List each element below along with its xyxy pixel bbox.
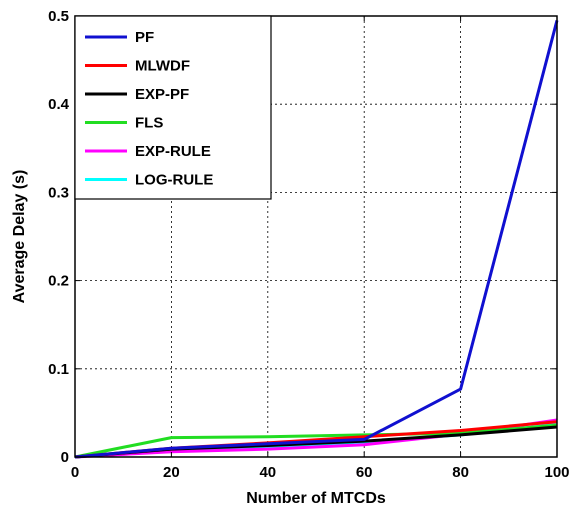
x-tick-label: 80 — [452, 464, 469, 481]
ticks: 0 20 40 60 80 100 0 0.1 0.2 0.3 0.4 0.5 — [48, 8, 569, 481]
legend-label-log-rule: LOG-RULE — [135, 172, 213, 189]
x-tick-label: 60 — [356, 464, 373, 481]
series-line-pf — [74, 20, 559, 459]
legend-label-exp-rule: EXP-RULE — [135, 143, 211, 160]
legend-label-pf: PF — [135, 29, 154, 46]
legend-box — [74, 15, 272, 200]
legend-label-mlwdf: MLWDF — [135, 58, 190, 75]
legend: PF MLWDF EXP-PF FLS EXP-RULE LOG-RULE — [74, 15, 272, 200]
series-line-fls — [74, 423, 558, 459]
x-axis-label: Number of MTCDs — [246, 490, 386, 507]
y-tick-label: 0.5 — [48, 8, 69, 25]
x-tick-label: 100 — [544, 464, 569, 481]
y-tick-label: 0.2 — [48, 273, 69, 290]
x-tick-label: 0 — [71, 464, 79, 481]
y-tick-label: 0.3 — [48, 184, 69, 201]
plot-frame — [74, 15, 558, 458]
series-lines — [74, 20, 559, 459]
x-tick-label: 20 — [163, 464, 180, 481]
x-tick-label: 40 — [259, 464, 276, 481]
y-tick-label: 0.1 — [48, 361, 69, 378]
y-tick-label: 0 — [61, 449, 69, 466]
y-tick-label: 0.4 — [48, 96, 70, 113]
legend-label-fls: FLS — [135, 115, 163, 132]
y-axis-label: Average Delay (s) — [11, 170, 28, 304]
legend-label-exp-pf: EXP-PF — [135, 86, 189, 103]
